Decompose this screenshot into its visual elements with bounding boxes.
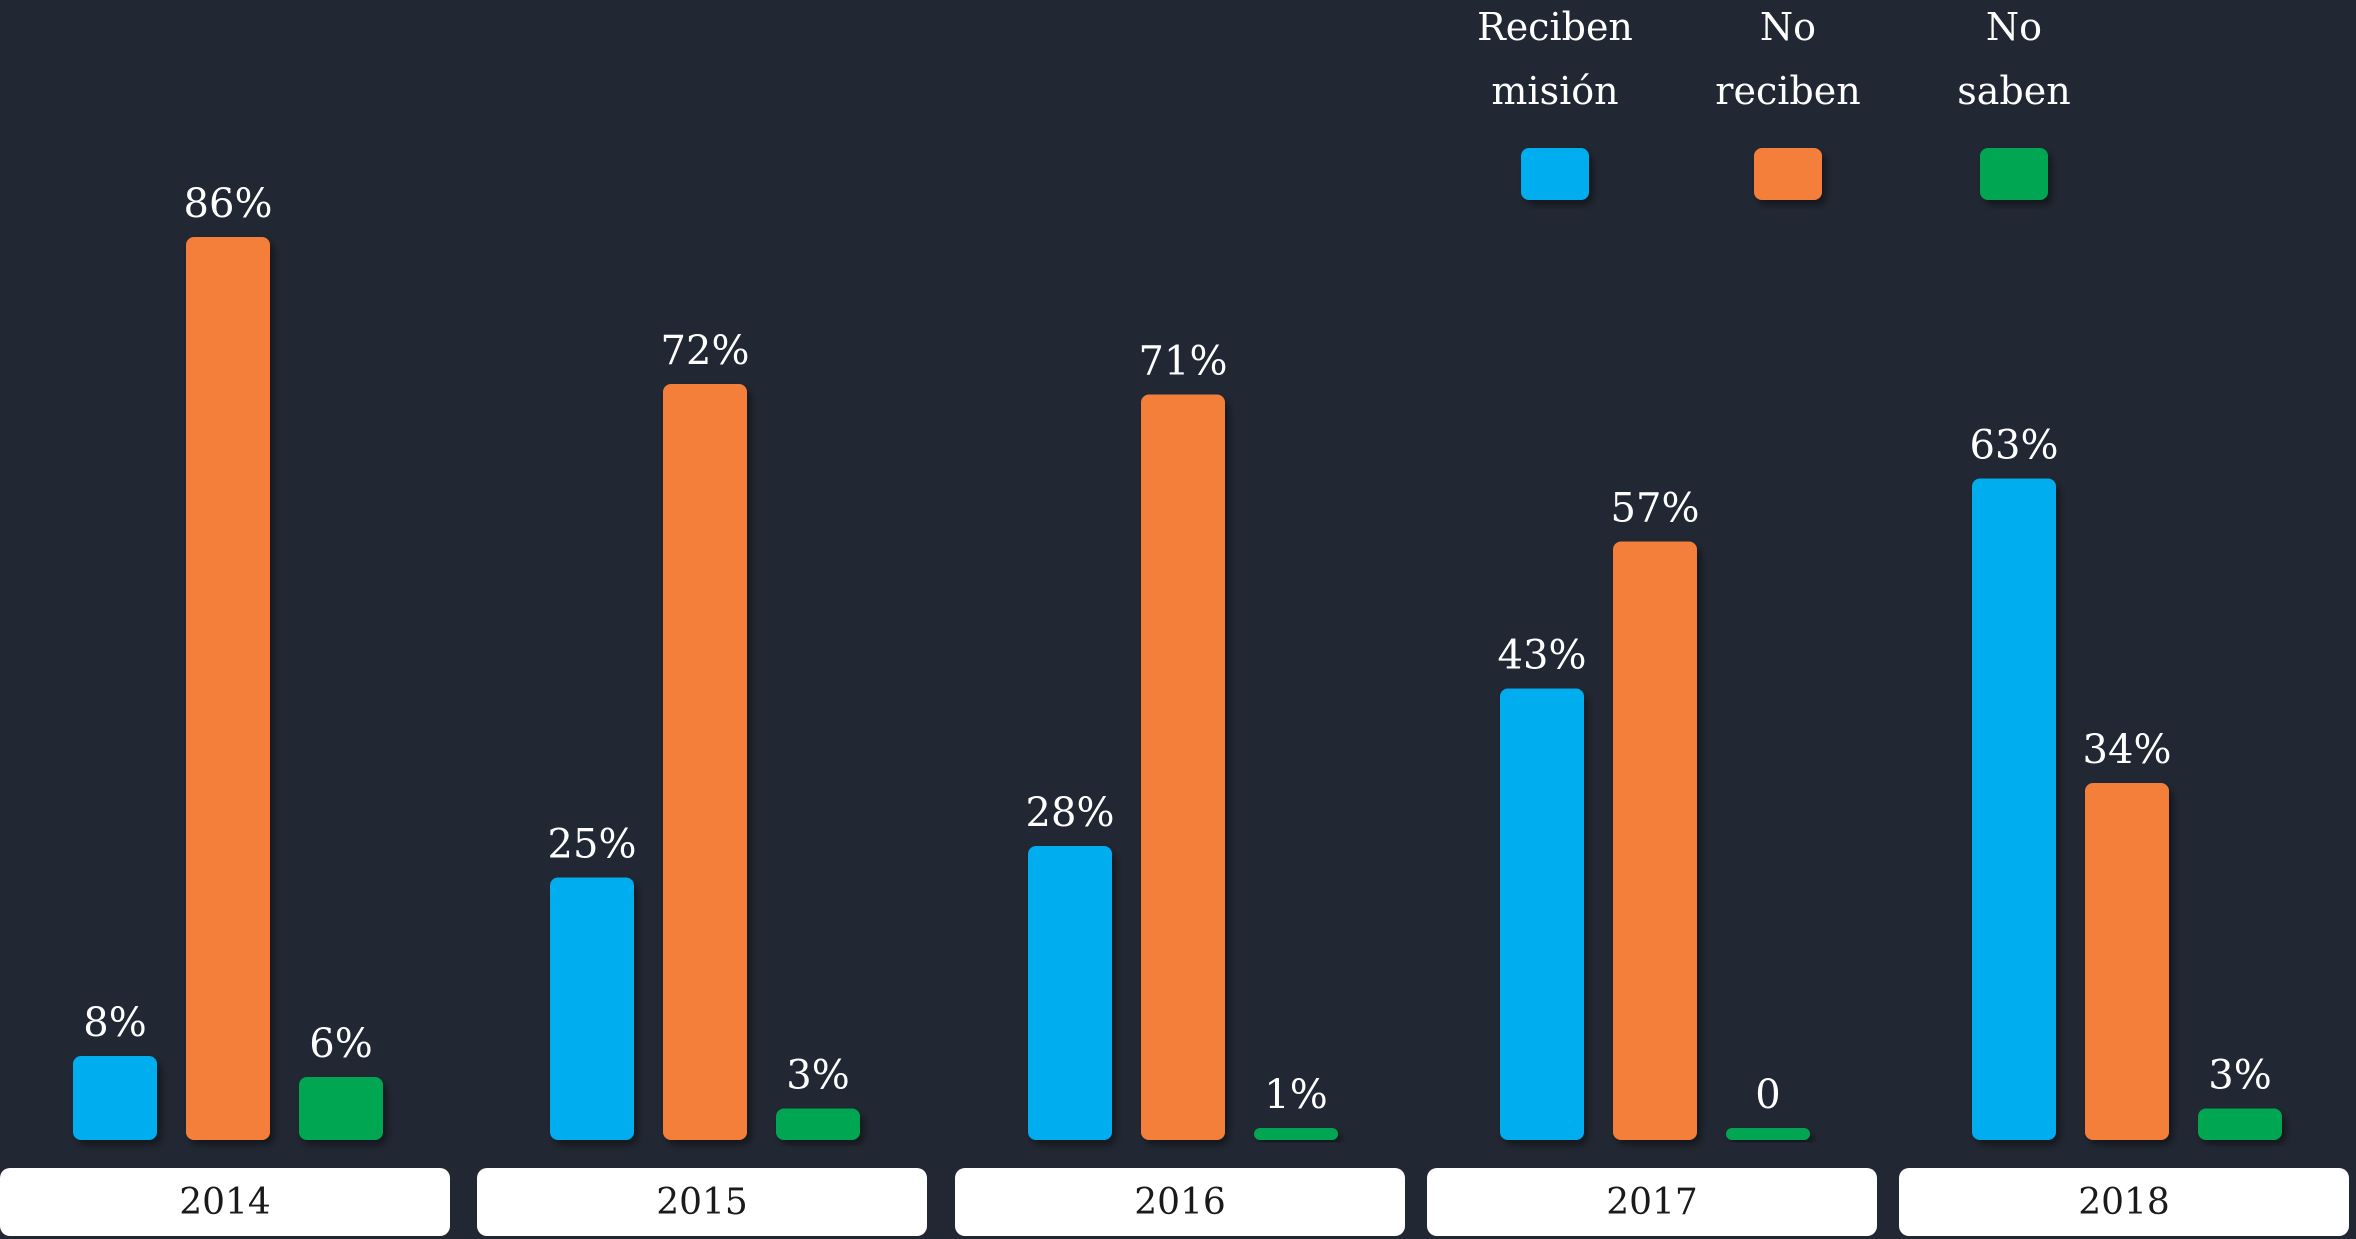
value-label-2018-series-1: 34% <box>2083 727 2172 773</box>
category-label-2015: 2015 <box>656 1182 748 1223</box>
bar-2014-series-0 <box>73 1056 157 1140</box>
legend-swatch-series-1 <box>1754 148 1822 200</box>
bar-2017-series-1 <box>1613 541 1697 1140</box>
category-box-2018 <box>1899 1168 2349 1236</box>
category-label-2016: 2016 <box>1134 1182 1226 1223</box>
value-label-2014-series-2: 6% <box>309 1021 372 1067</box>
value-label-2018-series-0: 63% <box>1970 423 2059 469</box>
bar-2015-series-0 <box>550 877 634 1140</box>
value-label-2016-series-0: 28% <box>1026 790 1115 836</box>
legend-swatch-series-0 <box>1521 148 1589 200</box>
bar-2014-series-2 <box>299 1077 383 1140</box>
legend-label-series-0-line-0: Reciben <box>1477 5 1633 49</box>
bar-2014-series-1 <box>186 237 270 1140</box>
legend-label-series-1-line-0: No <box>1760 5 1816 49</box>
legend-swatch-series-2 <box>1980 148 2048 200</box>
value-label-2017-series-0: 43% <box>1498 633 1587 679</box>
bar-2018-series-2 <box>2198 1108 2282 1140</box>
legend-label-series-2-line-0: No <box>1986 5 2042 49</box>
value-labels-layer: 8% 86% 6% 25% 72% 3% 28% 71% 1% 43% 57% 0 63% 34% 3% <box>83 181 2271 1118</box>
value-label-2017-series-1: 57% <box>1611 486 1700 532</box>
category-label-2017: 2017 <box>1606 1182 1698 1223</box>
legend: Reciben misión No reciben No saben <box>1477 5 2071 200</box>
legend-label-series-1-line-1: reciben <box>1715 69 1860 113</box>
value-label-2016-series-2: 1% <box>1264 1072 1327 1118</box>
legend-label-series-2-line-1: saben <box>1957 69 2070 113</box>
category-box-2014 <box>0 1168 450 1236</box>
value-label-2018-series-2: 3% <box>2208 1053 2271 1099</box>
bar-2017-series-0 <box>1500 688 1584 1140</box>
bar-2016-series-1 <box>1141 394 1225 1140</box>
value-label-2014-series-1: 86% <box>184 181 273 227</box>
legend-label-series-0-line-1: misión <box>1491 69 1618 113</box>
category-box-2017 <box>1427 1168 1877 1236</box>
bars-layer <box>73 237 2282 1140</box>
bar-2018-series-1 <box>2085 783 2169 1140</box>
value-label-2015-series-2: 3% <box>786 1053 849 1099</box>
value-label-2017-series-2: 0 <box>1755 1072 1780 1118</box>
bar-2016-series-0 <box>1028 846 1112 1140</box>
bar-2017-series-2 <box>1726 1128 1810 1140</box>
bar-2016-series-2 <box>1254 1128 1338 1140</box>
value-label-2015-series-0: 25% <box>548 822 637 868</box>
category-axis: 2014 2015 2016 2017 2018 <box>0 1168 2349 1236</box>
bar-2015-series-2 <box>776 1108 860 1140</box>
category-label-2014: 2014 <box>179 1182 271 1223</box>
bar-2018-series-0 <box>1972 478 2056 1140</box>
category-box-2016 <box>955 1168 1405 1236</box>
category-label-2018: 2018 <box>2078 1182 2170 1223</box>
bar-2015-series-1 <box>663 384 747 1140</box>
value-label-2015-series-1: 72% <box>661 328 750 374</box>
value-label-2016-series-1: 71% <box>1139 339 1228 385</box>
value-label-2014-series-0: 8% <box>83 1000 146 1046</box>
category-box-2015 <box>477 1168 927 1236</box>
